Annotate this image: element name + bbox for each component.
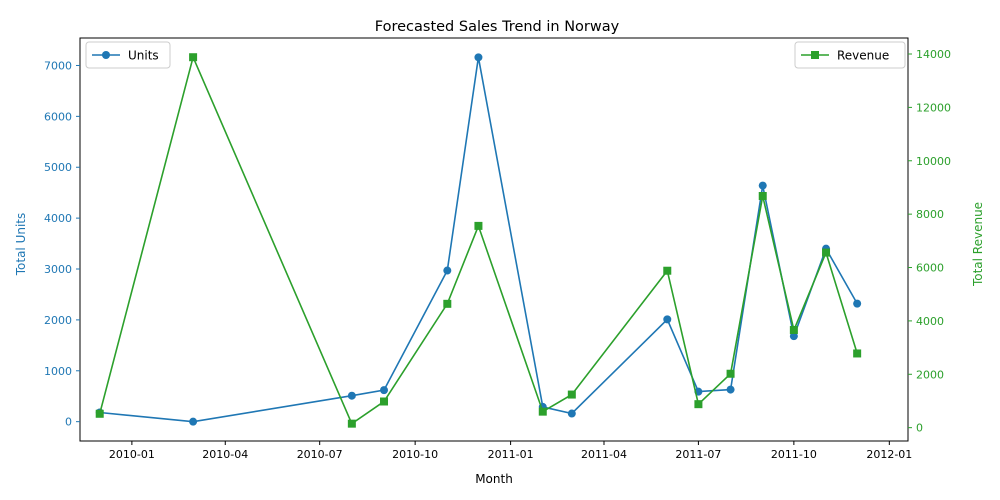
left-y-axis-label: Total Units: [14, 213, 28, 277]
units-point-11: [758, 181, 767, 190]
x-tick-label-7: 2011-10: [771, 448, 817, 461]
legend-revenue-label: Revenue: [837, 49, 889, 63]
legend-revenue: Revenue: [794, 41, 906, 69]
revenue-point-1: [189, 53, 198, 62]
units-point-4: [443, 266, 452, 275]
right-y-tick-label-2: 4000: [916, 315, 944, 328]
right-y-tick-label-7: 14000: [916, 48, 951, 61]
legend-units: Units: [85, 41, 171, 69]
revenue-point-6: [538, 407, 547, 416]
units-point-12: [789, 332, 798, 341]
right-y-tick-label-3: 6000: [916, 262, 944, 275]
legend-units-frame: [85, 41, 171, 69]
units-point-5: [474, 53, 483, 62]
revenue-point-2: [347, 419, 356, 428]
revenue-point-7: [567, 390, 576, 399]
revenue-point-5: [474, 221, 483, 230]
revenue-point-9: [694, 400, 703, 409]
revenue-point-10: [726, 369, 735, 378]
revenue-point-3: [380, 397, 389, 406]
units-point-10: [726, 385, 735, 394]
right-y-tick-label-5: 10000: [916, 155, 951, 168]
x-tick-label-0: 2010-01: [109, 448, 155, 461]
left-y-tick-label-3: 3000: [44, 263, 72, 276]
left-y-tick-label-1: 1000: [44, 365, 72, 378]
units-point-7: [567, 409, 576, 418]
left-y-tick-label-2: 2000: [44, 314, 72, 327]
left-y-tick-label-5: 5000: [44, 161, 72, 174]
revenue-point-8: [663, 266, 672, 275]
units-point-8: [663, 315, 672, 324]
units-point-3: [380, 386, 389, 395]
right-y-tick-label-0: 0: [916, 422, 923, 435]
x-tick-label-5: 2011-04: [581, 448, 627, 461]
x-tick-label-4: 2011-01: [488, 448, 534, 461]
left-y-tick-label-0: 0: [65, 416, 72, 429]
x-tick-label-3: 2010-10: [392, 448, 438, 461]
units-point-2: [347, 391, 356, 400]
legend-units-marker: [102, 51, 110, 59]
revenue-point-13: [822, 248, 831, 257]
revenue-point-4: [443, 299, 452, 308]
x-axis-label: Month: [475, 472, 513, 486]
right-y-tick-label-4: 8000: [916, 208, 944, 221]
x-tick-label-2: 2010-07: [297, 448, 343, 461]
revenue-point-14: [853, 349, 862, 358]
x-tick-label-8: 2012-01: [866, 448, 912, 461]
units-point-14: [853, 299, 862, 308]
revenue-point-12: [789, 325, 798, 334]
left-y-tick-label-6: 6000: [44, 110, 72, 123]
left-y-tick-label-7: 7000: [44, 59, 72, 72]
units-point-1: [189, 417, 198, 426]
legend-revenue-frame: [794, 41, 906, 69]
legend-units-label: Units: [128, 49, 159, 63]
legend-revenue-marker: [811, 51, 819, 59]
left-y-tick-label-4: 4000: [44, 212, 72, 225]
right-y-tick-label-6: 12000: [916, 101, 951, 114]
plot-area: 2010-01 2010-04 2010-07 2010-10 2011-01 2011-…: [44, 37, 951, 461]
x-tick-label-6: 2011-07: [675, 448, 721, 461]
revenue-point-11: [758, 191, 767, 200]
revenue-point-0: [95, 409, 104, 418]
plot-frame: [79, 37, 909, 442]
x-tick-label-1: 2010-04: [202, 448, 248, 461]
right-y-axis-label: Total Revenue: [971, 202, 985, 287]
right-y-tick-label-1: 2000: [916, 368, 944, 381]
chart-title: Forecasted Sales Trend in Norway: [375, 19, 620, 35]
